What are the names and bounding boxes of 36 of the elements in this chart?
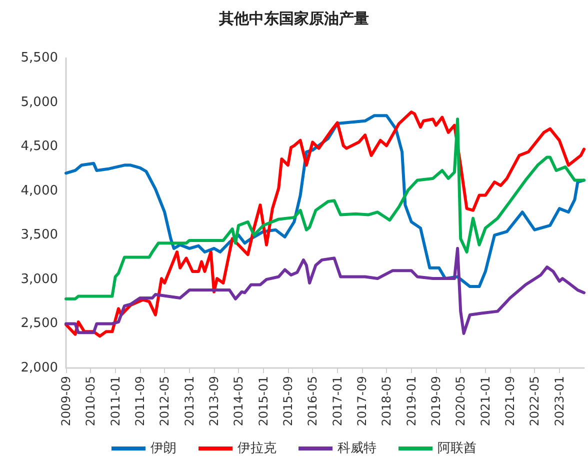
x-tick-label: 2023-01: [552, 376, 566, 426]
x-tick-label: 2017-01: [330, 376, 344, 426]
y-tick-label: 3,500: [20, 228, 58, 243]
line-series: [64, 110, 586, 338]
x-tick-label: 2010-05: [84, 376, 98, 426]
x-tick-label: 2020-05: [454, 376, 468, 426]
chart-title: 其他中东国家原油产量: [218, 10, 369, 28]
x-tick-label: 2011-09: [132, 376, 147, 426]
x-tick-label: 2015-01: [256, 376, 270, 426]
x-tick-label: 2013-09: [207, 376, 222, 426]
x-tick-label: 2017-09: [355, 376, 370, 426]
y-tick-label: 4,000: [20, 183, 58, 198]
x-tick-label: 2019-01: [404, 376, 418, 426]
legend-label: 阿联酋: [438, 441, 476, 456]
x-tick-label: 2014-05: [232, 376, 246, 426]
x-tick-label: 2021-09: [503, 376, 518, 426]
y-tick-label: 5,000: [20, 94, 58, 110]
y-tick-label: 2,000: [20, 360, 58, 376]
line-series: [64, 246, 586, 335]
x-tick-label: 2015-09: [280, 376, 295, 426]
y-tick-label: 3,000: [20, 272, 58, 287]
x-tick-label: 2022-05: [528, 376, 542, 426]
x-tick-label: 2012-05: [158, 376, 172, 426]
y-tick-label: 5,500: [20, 50, 58, 66]
x-tick-label: 2013-01: [182, 376, 196, 426]
x-tick-label: 2021-01: [478, 376, 492, 426]
y-tick-label: 4,500: [20, 139, 58, 154]
legend-label: 科威特: [338, 441, 376, 456]
legend-label: 伊拉克: [238, 441, 276, 456]
legend-label: 伊朗: [150, 440, 176, 456]
y-tick-label: 2,500: [20, 316, 58, 332]
x-tick-label: 2011-01: [108, 376, 122, 426]
x-tick-label: 2018-05: [380, 376, 394, 426]
x-tick-label: 2009-09: [59, 376, 73, 426]
x-tick-label: 2016-05: [306, 376, 320, 426]
x-tick-label: 2019-09: [428, 376, 443, 426]
